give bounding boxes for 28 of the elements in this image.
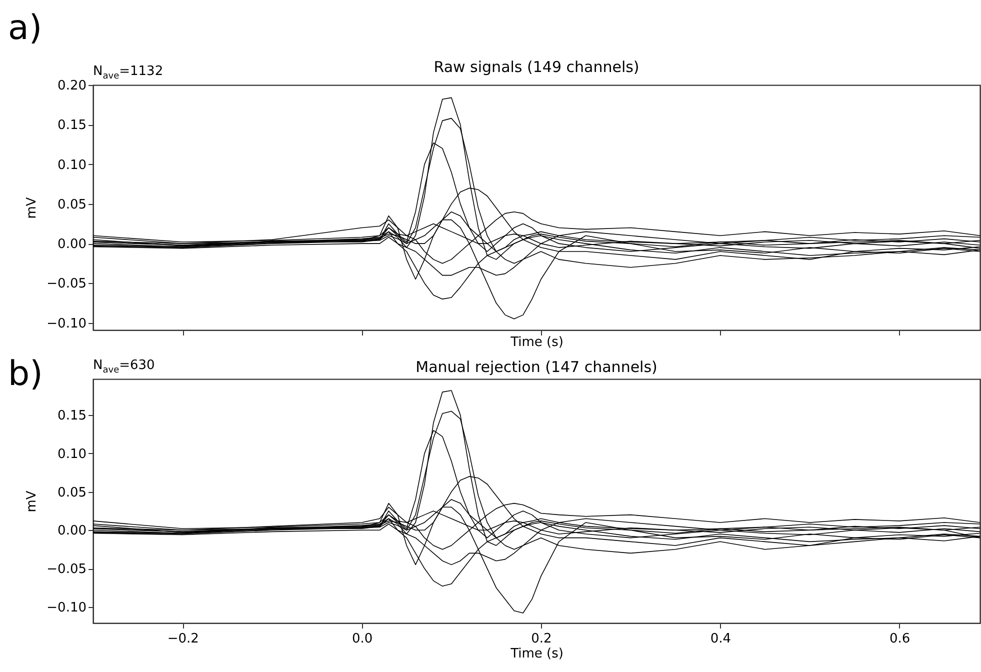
y-tick-label: 0.00: [58, 524, 86, 539]
x-tick-label: 0.0: [352, 632, 373, 646]
x-axis-title: Time (s): [510, 646, 564, 662]
text: b): [8, 354, 43, 394]
chart-title: Raw signals (149 channels): [434, 58, 640, 76]
text: N$_{ave}$=630: [93, 358, 155, 376]
y-tick-label: −0.05: [46, 276, 86, 292]
y-tick-label: 0.05: [58, 485, 86, 500]
y-tick-label: 0.15: [58, 118, 86, 134]
y-axis-title: mV: [24, 197, 40, 219]
x-tick-label: −0.2: [167, 632, 199, 646]
x-tick-label: 0.4: [710, 632, 732, 646]
y-tick-label: −0.10: [46, 600, 86, 616]
y-tick-label: −0.05: [46, 562, 86, 578]
x-axis-title: Time (s): [510, 335, 564, 350]
y-tick-label: 0.00: [58, 237, 86, 252]
y-tick-label: 0.10: [58, 158, 86, 173]
y-tick-label: 0.15: [58, 408, 86, 424]
x-tick-label: 0.6: [890, 632, 910, 646]
y-tick-label: 0.05: [58, 197, 86, 212]
text: N$_{ave}$=1132: [93, 64, 164, 82]
y-axis-title: mV: [24, 490, 40, 512]
text: a): [8, 8, 42, 48]
y-tick-label: −0.10: [46, 316, 86, 332]
y-tick-label: 0.10: [58, 446, 86, 462]
x-tick-label: 0.2: [531, 632, 552, 646]
y-tick-label: 0.20: [58, 78, 86, 94]
chart-title: Manual rejection (147 channels): [416, 358, 658, 376]
